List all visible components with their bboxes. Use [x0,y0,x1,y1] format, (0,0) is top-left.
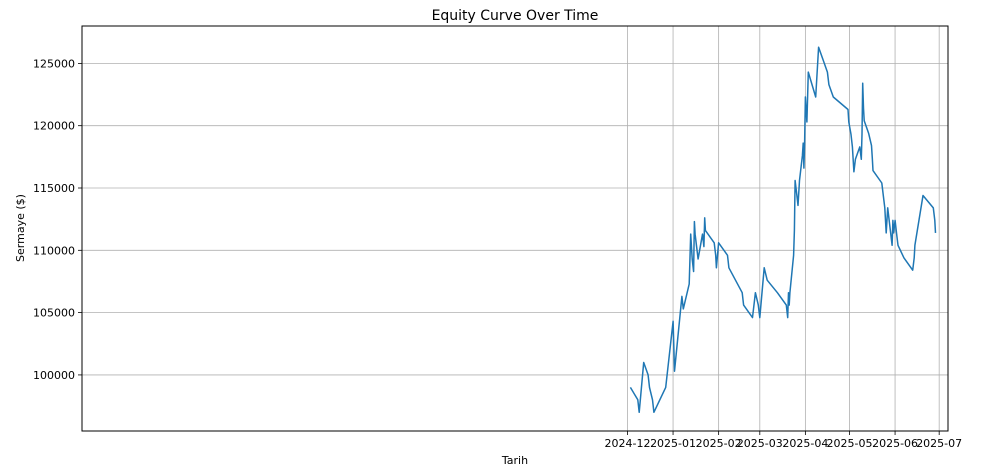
y-tick-label: 105000 [33,307,75,320]
x-tick-label: 2025-01 [650,437,696,450]
x-tick-label: 2025-04 [782,437,828,450]
chart-title: Equity Curve Over Time [432,8,599,24]
y-tick-label: 125000 [33,57,75,70]
x-tick-label: 2025-02 [696,437,742,450]
x-tick-label: 2025-03 [737,437,783,450]
x-tick-label: 2024-12 [604,437,650,450]
x-tick-label: 2025-07 [916,437,962,450]
x-tick-label: 2025-05 [827,437,873,450]
plot-background [82,26,948,431]
x-tick-label: 2025-06 [872,437,918,450]
y-tick-label: 100000 [33,369,75,382]
x-axis-title: Tarih [501,454,528,467]
grid [82,26,948,431]
equity-curve-line [629,46,937,414]
y-axis-title: Sermaye ($) [14,194,27,262]
y-axis-ticks: 100000 105000 110000 115000 120000 125000 [33,57,82,382]
y-tick-label: 120000 [33,120,75,133]
plot-frame [81,25,949,432]
y-tick-label: 115000 [33,182,75,195]
y-tick-label: 110000 [33,244,75,257]
